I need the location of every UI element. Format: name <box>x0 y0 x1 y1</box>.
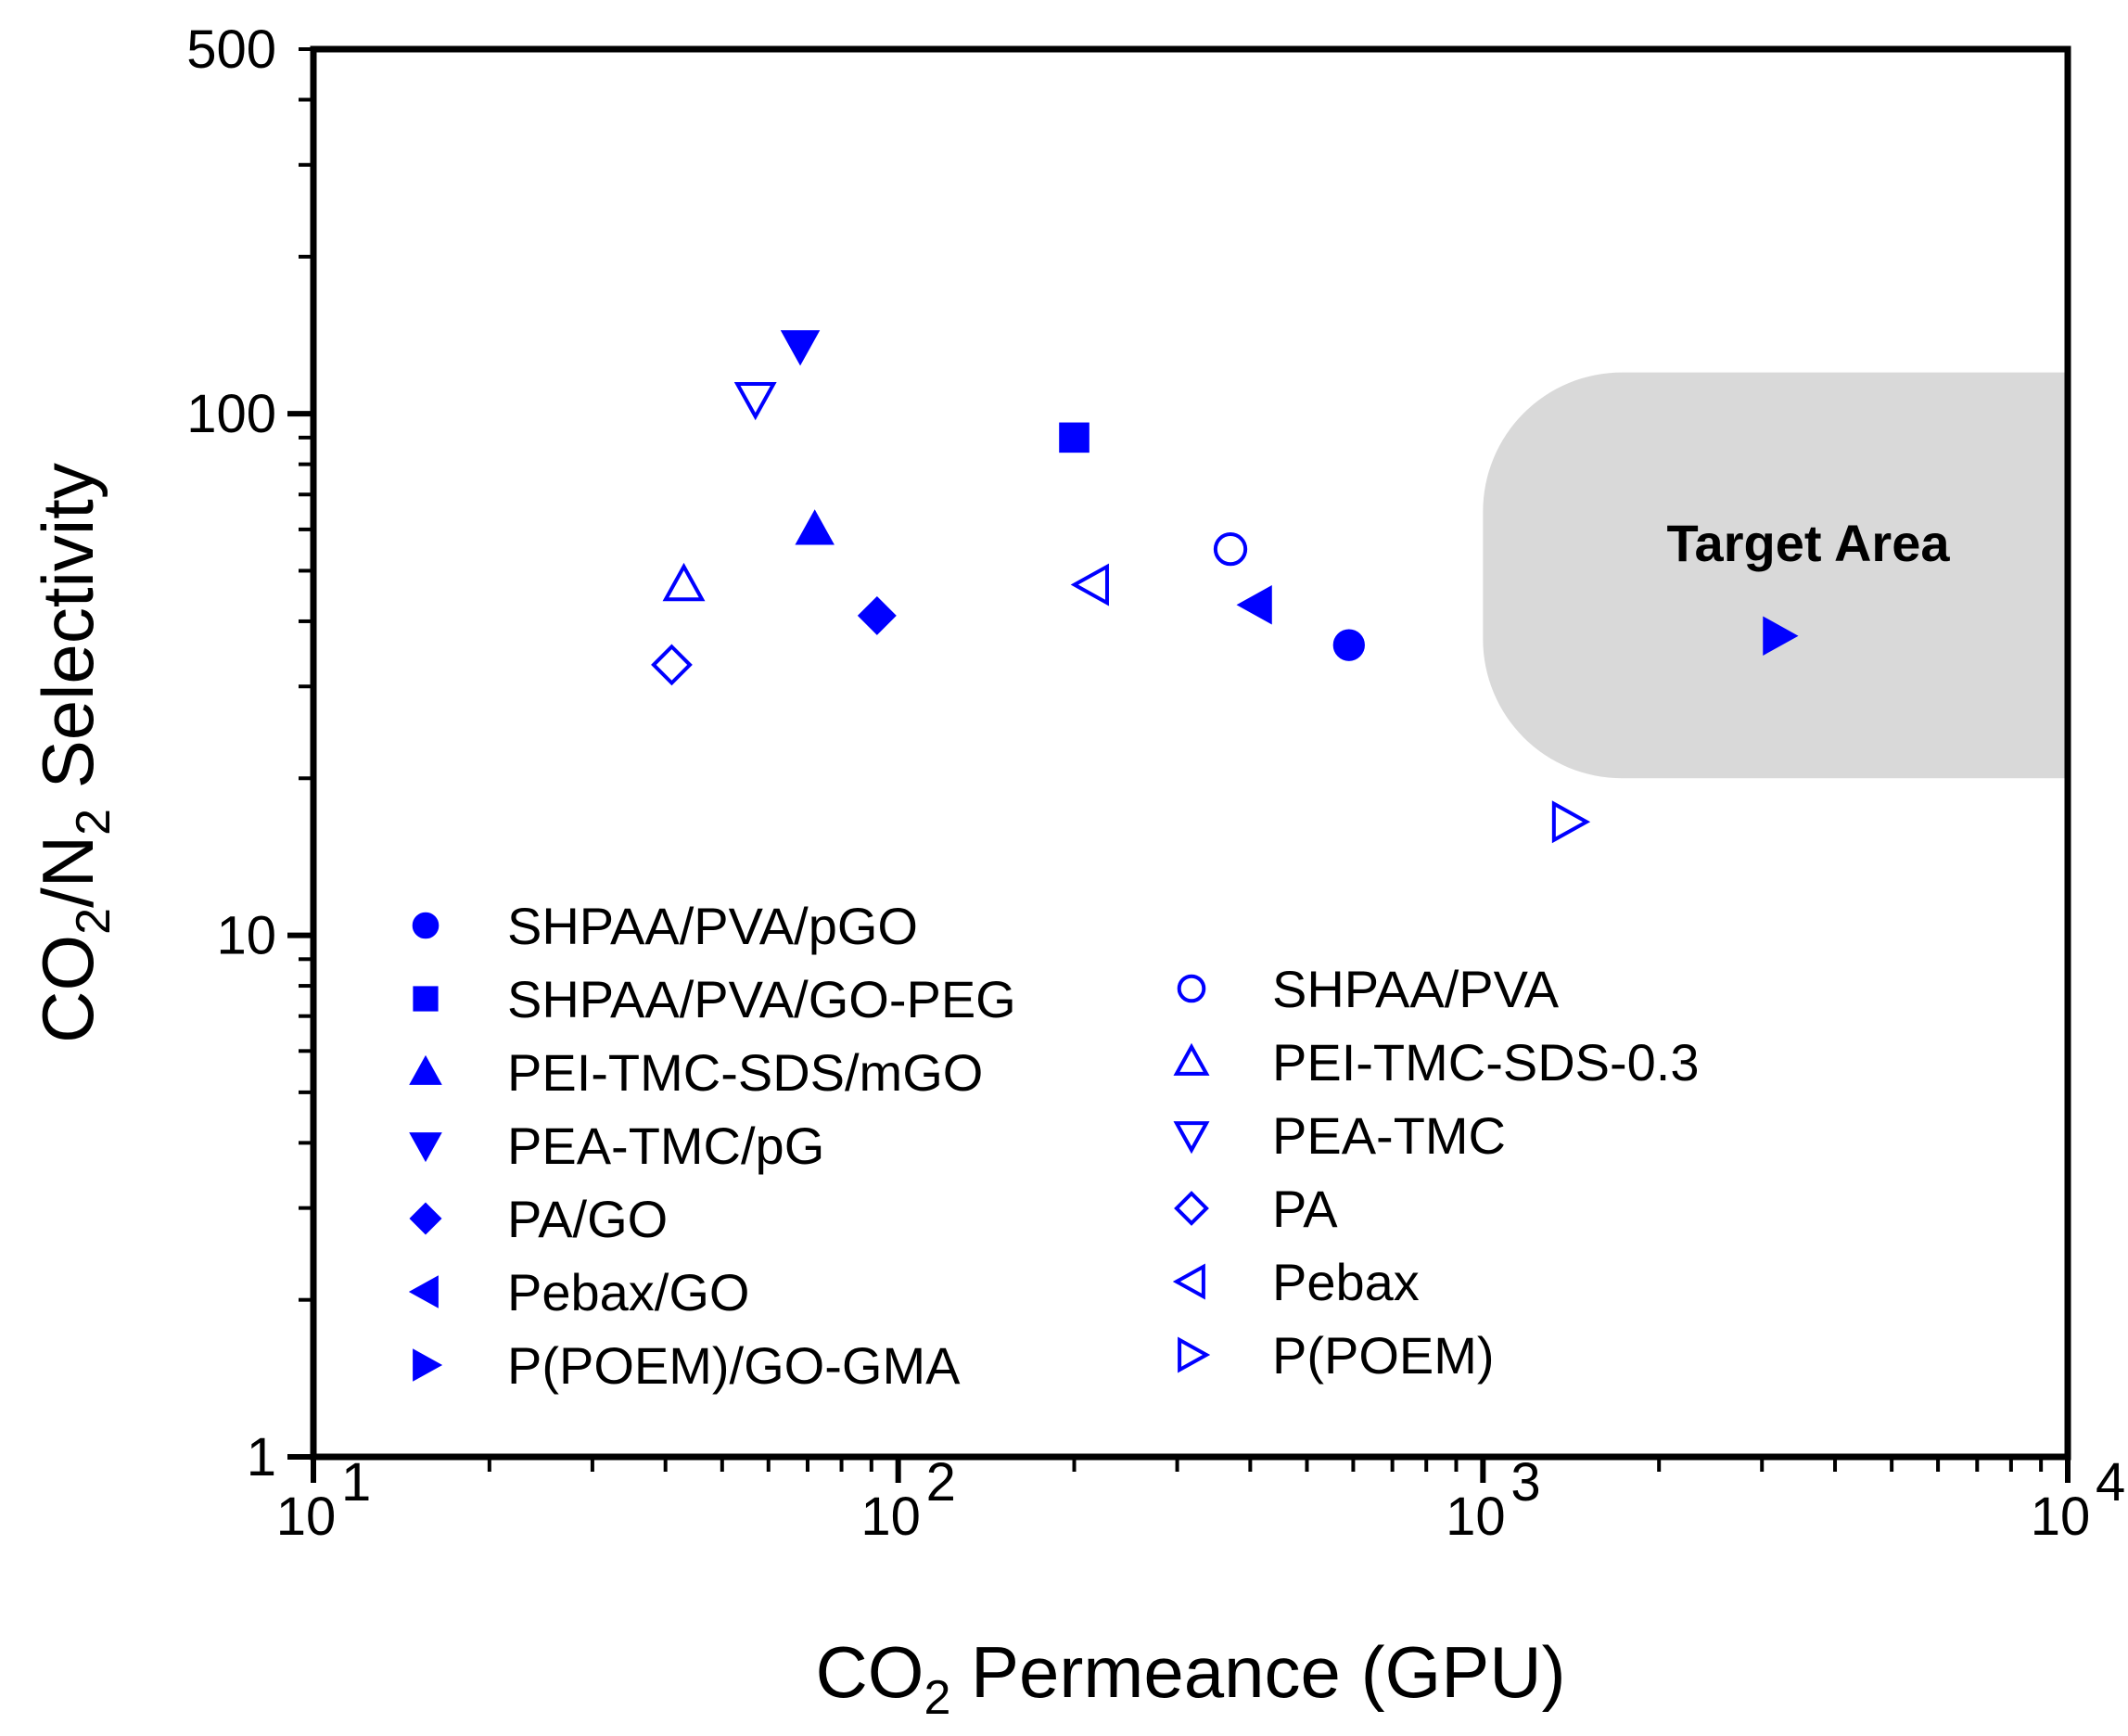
legend-entry: PEI-TMC-SDS/mGO <box>409 1043 983 1102</box>
y-axis-title-n: /N <box>27 836 108 908</box>
x-tick-label: 101 <box>276 1452 372 1547</box>
legend-marker <box>413 986 439 1012</box>
legend-marker <box>1177 974 1206 1003</box>
y-tick-label: 500 <box>186 19 276 80</box>
y-axis-title-sub2: 2 <box>67 809 121 836</box>
legend-marker <box>409 1202 442 1235</box>
y-tick-label: 100 <box>186 384 276 444</box>
legend-marker <box>1178 1336 1211 1373</box>
y-axis-title-co: CO <box>27 935 108 1043</box>
legend-entry: PEA-TMC/pG <box>409 1117 824 1175</box>
x-axis-title-sub: 2 <box>924 1671 950 1725</box>
legend-marker <box>1173 1042 1210 1076</box>
legend-label: PEI-TMC-SDS-0.3 <box>1272 1033 1700 1091</box>
plot-frame <box>310 45 2071 1461</box>
legend-entry: SHPAA/PVA <box>1177 960 1560 1018</box>
x-axis-title-co: CO <box>815 1631 924 1713</box>
legend-label: Pebax <box>1272 1253 1420 1311</box>
legend-marker <box>412 912 440 939</box>
x-tick-base: 10 <box>860 1487 921 1547</box>
legend-label: PA/GO <box>507 1190 668 1248</box>
legend-marker <box>1174 1191 1209 1226</box>
legend: SHPAA/PVA/pGO SHPAA/PVA/GO-PEG PEI-TMC-SDS… <box>408 897 1700 1395</box>
y-axis-title-sub1: 2 <box>67 908 121 935</box>
y-tick-label: 10 <box>216 906 276 966</box>
legend-entry: PA/GO <box>409 1190 668 1248</box>
legend-entry: P(POEM) <box>1178 1326 1495 1385</box>
legend-entry: P(POEM)/GO-GMA <box>413 1336 961 1395</box>
legend-label: SHPAA/PVA <box>1272 960 1560 1018</box>
legend-entry: PA <box>1174 1180 1338 1238</box>
data-point <box>1059 422 1089 453</box>
legend-entry: PEI-TMC-SDS-0.3 <box>1173 1033 1700 1091</box>
legend-entry: Pebax <box>1172 1253 1420 1311</box>
x-tick-base: 10 <box>276 1487 337 1547</box>
y-tick-label: 1 <box>247 1427 276 1487</box>
legend-label: P(POEM) <box>1272 1326 1495 1385</box>
x-tick-exponent: 2 <box>926 1452 956 1513</box>
x-axis-title: CO2 Permeance (GPU) <box>815 1631 1565 1725</box>
legend-marker <box>409 1132 442 1163</box>
legend-label: PEI-TMC-SDS/mGO <box>507 1043 983 1102</box>
data-point <box>1070 563 1109 606</box>
data-point <box>1551 800 1591 844</box>
x-axis-title-rest: Permeance (GPU) <box>950 1631 1565 1713</box>
legend-marker <box>1173 1121 1210 1155</box>
legend-marker <box>413 1348 443 1382</box>
legend-entry: Pebax/GO <box>408 1263 749 1321</box>
target-area-label: Target Area <box>1667 514 1951 572</box>
x-tick-exponent: 3 <box>1510 1452 1540 1513</box>
data-point <box>651 644 693 686</box>
legend-label: SHPAA/PVA/pGO <box>507 897 918 955</box>
data-point <box>1236 585 1272 625</box>
legend-entry: SHPAA/PVA/pGO <box>412 897 918 955</box>
legend-label: PA <box>1272 1180 1338 1238</box>
x-tick-label: 104 <box>2031 1452 2126 1547</box>
legend-marker <box>1172 1263 1205 1300</box>
data-point <box>733 381 777 421</box>
x-tick-label: 103 <box>1446 1452 1541 1547</box>
target-area <box>1483 372 2068 779</box>
legend-entry: SHPAA/PVA/GO-PEG <box>413 970 1016 1028</box>
x-tick-exponent: 1 <box>341 1452 371 1513</box>
legend-label: P(POEM)/GO-GMA <box>507 1336 961 1395</box>
data-point <box>662 562 706 602</box>
legend-marker <box>408 1275 439 1308</box>
data-point <box>780 330 821 366</box>
data-point <box>1332 629 1365 661</box>
x-tick-base: 10 <box>2031 1487 2091 1547</box>
target-area-layer: Target Area <box>1483 372 2068 779</box>
data-point <box>795 509 835 545</box>
data-point <box>857 595 897 635</box>
legend-label: Pebax/GO <box>507 1263 749 1321</box>
data-point <box>1763 616 1799 656</box>
legend-marker <box>409 1054 442 1085</box>
x-tick-base: 10 <box>1446 1487 1506 1547</box>
x-tick-exponent: 4 <box>2096 1452 2125 1513</box>
legend-entry: PEA-TMC <box>1173 1106 1506 1165</box>
data-points <box>651 330 1799 844</box>
y-axis-title: CO2/N2 Selectivity <box>27 463 121 1043</box>
legend-label: SHPAA/PVA/GO-PEG <box>507 970 1016 1028</box>
data-point <box>1213 532 1248 567</box>
y-axis-title-rest: Selectivity <box>27 463 108 809</box>
legend-label: PEA-TMC <box>1272 1106 1506 1165</box>
legend-label: PEA-TMC/pG <box>507 1117 824 1175</box>
x-tick-label: 102 <box>860 1452 956 1547</box>
